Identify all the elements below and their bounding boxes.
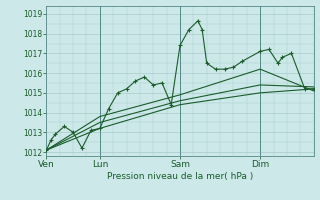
X-axis label: Pression niveau de la mer( hPa ): Pression niveau de la mer( hPa ) bbox=[107, 172, 253, 181]
